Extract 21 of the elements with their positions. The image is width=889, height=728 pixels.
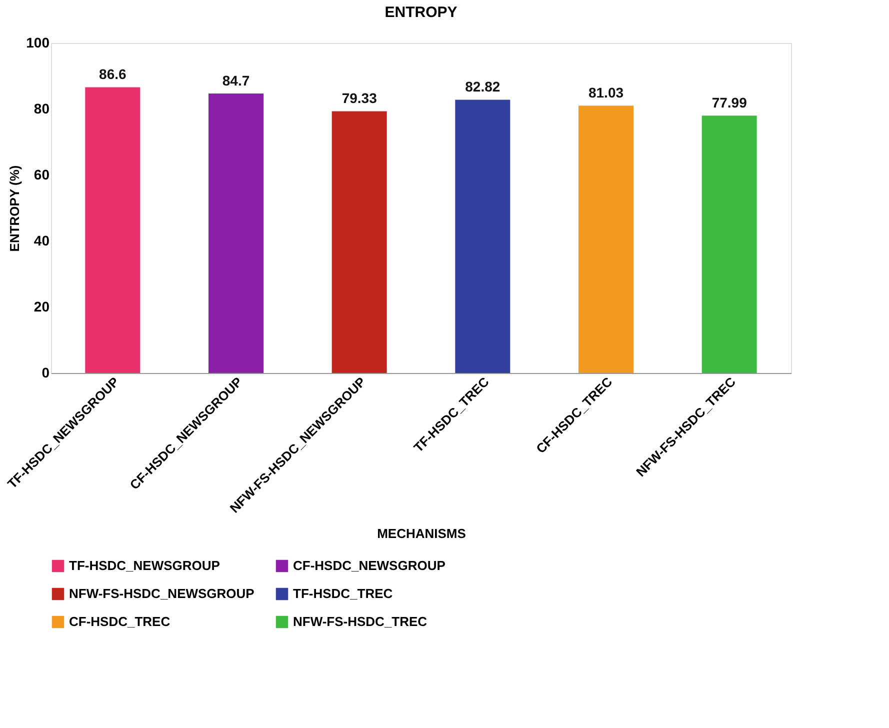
data-label: 79.33 — [342, 90, 378, 106]
y-tick-label: 0 — [42, 364, 50, 380]
legend-label: NFW-FS-HSDC_NEWSGROUP — [69, 586, 255, 601]
y-tick-label: 100 — [26, 34, 50, 50]
data-label: 84.7 — [222, 72, 250, 88]
data-label: 77.99 — [712, 94, 748, 111]
legend-label: TF-HSDC_NEWSGROUP — [69, 558, 220, 573]
y-tick-label: 60 — [34, 166, 50, 182]
y-tick-label: 80 — [34, 100, 50, 116]
x-axis-title: MECHANISMS — [377, 526, 466, 541]
data-label: 81.03 — [588, 84, 624, 101]
legend-label: CF-HSDC_TREC — [69, 614, 171, 629]
y-tick-label: 40 — [34, 232, 50, 248]
legend-label: CF-HSDC_NEWSGROUP — [293, 558, 446, 573]
data-label: 82.82 — [465, 78, 500, 95]
y-axis-title: ENTROPY (%) — [7, 165, 22, 252]
y-tick-label: 20 — [34, 298, 50, 314]
chart-title: ENTROPY — [384, 4, 458, 21]
legend-label: NFW-FS-HSDC_TREC — [293, 614, 428, 629]
data-label: 86.6 — [99, 66, 127, 82]
legend-label: TF-HSDC_TREC — [293, 586, 394, 601]
